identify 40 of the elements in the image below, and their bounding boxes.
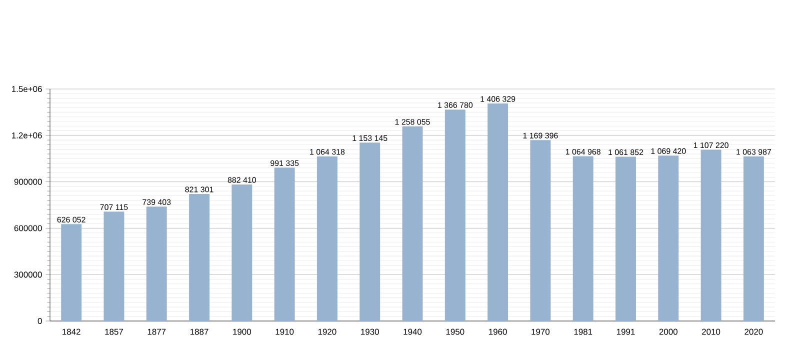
bar [444,110,466,321]
bar [658,156,679,321]
bar [189,194,210,321]
x-tick-label: 1920 [318,328,336,335]
x-tick-label: 1877 [148,328,166,335]
x-tick-label: 1930 [361,328,379,335]
x-tick-label: 2010 [702,328,720,335]
x-tick-label: 2000 [659,328,678,335]
x-tick-label: 1857 [105,328,123,335]
bar [743,156,764,321]
x-tick-label: 1910 [276,328,294,335]
x-tick-label: 1900 [233,328,251,335]
x-tick-label: 1950 [446,328,464,335]
bar [488,103,508,321]
x-tick-label: 1960 [489,328,507,335]
x-tick-label: 1940 [404,328,422,335]
x-tick-label: 1842 [62,328,80,335]
bar [316,156,338,321]
bar [104,212,124,321]
bar [616,156,636,321]
x-tick-label: 1991 [616,328,635,335]
bar [402,126,423,321]
bar [530,140,551,321]
y-tick-label: 1.5e+06 [12,86,42,92]
bar [700,150,722,321]
x-tick-label: 2020 [744,328,763,335]
bar [360,142,380,321]
y-tick-label: 600000 [14,225,42,232]
bar [146,206,167,321]
x-tick-label: 1981 [574,328,592,335]
y-tick-label: 1.2e+06 [12,132,42,138]
bar [61,224,82,321]
x-tick-label: 1887 [190,328,208,335]
y-tick-label: 900000 [14,178,42,185]
bar [274,168,295,321]
y-tick-label: 300000 [14,272,42,278]
bar [232,184,252,321]
bar [572,156,594,321]
y-tick-label: 0 [38,318,42,324]
x-tick-label: 1970 [532,328,550,335]
